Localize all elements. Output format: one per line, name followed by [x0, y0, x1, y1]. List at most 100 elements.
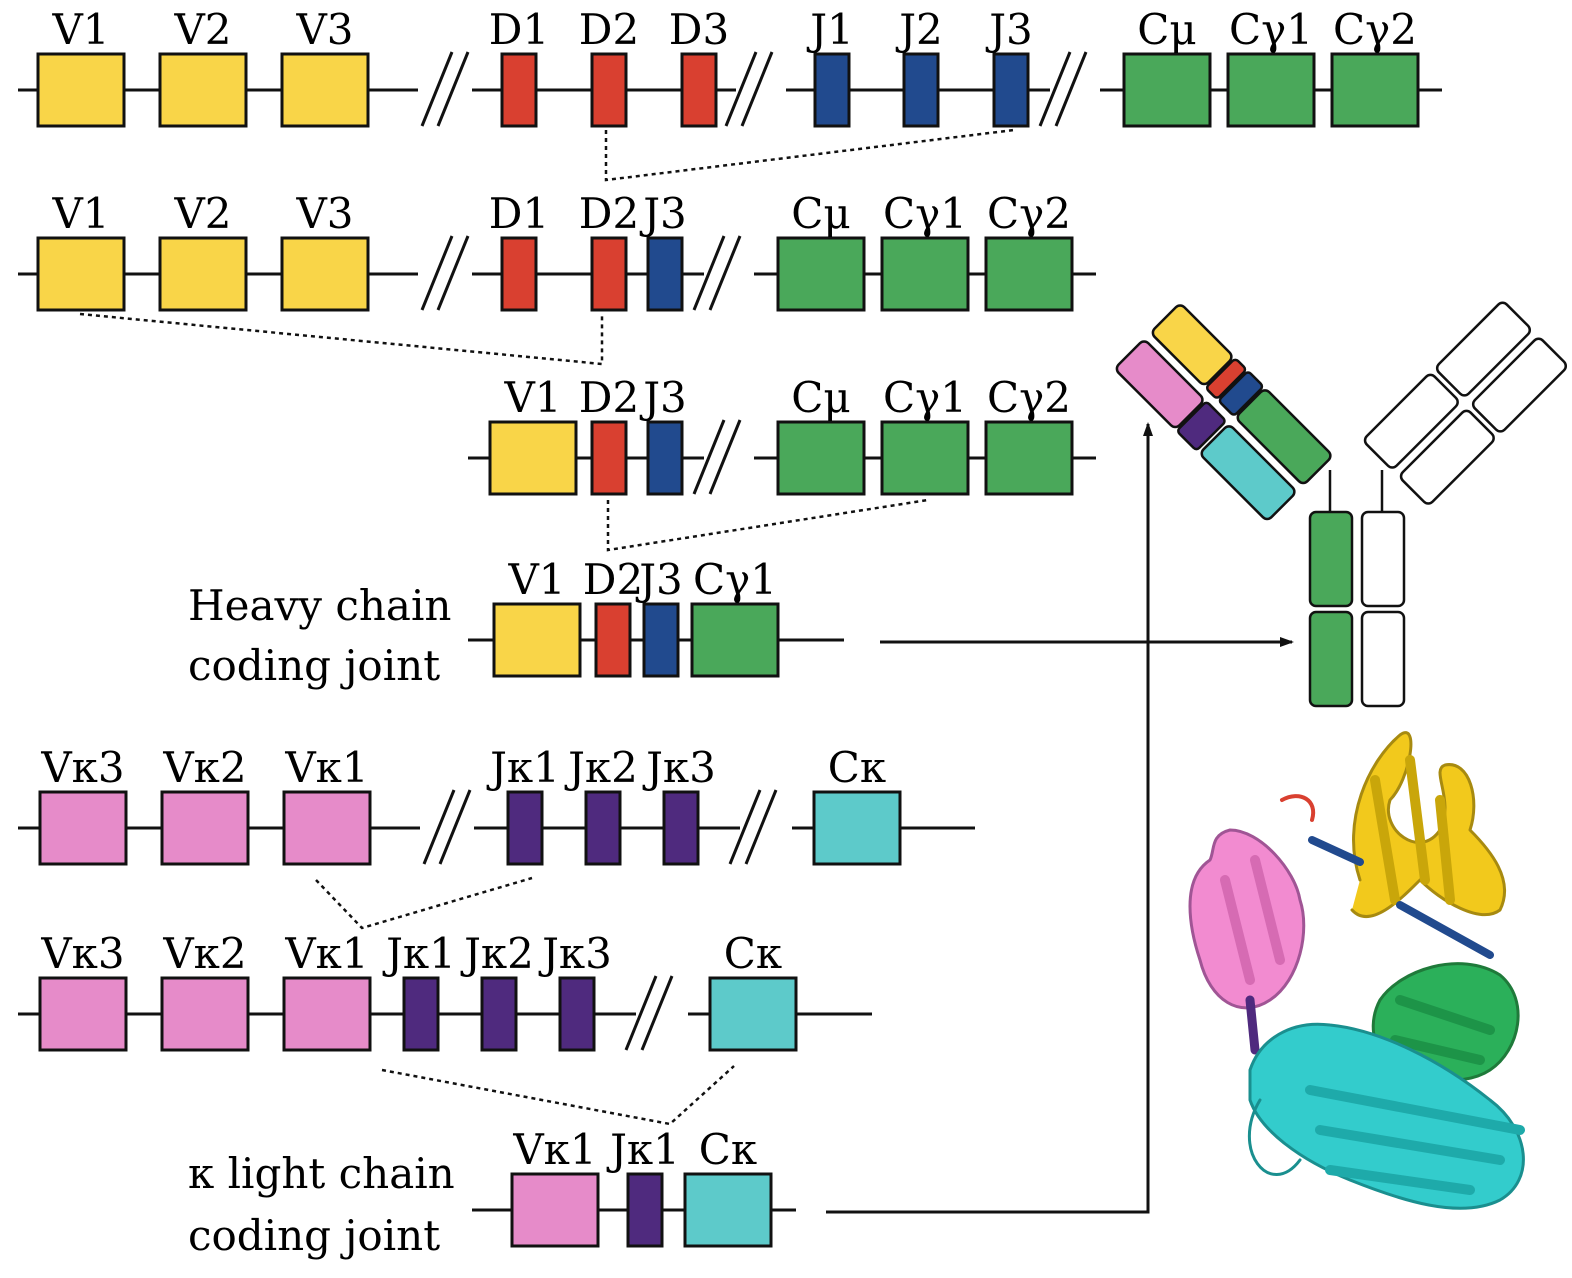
segment-v1: [492, 602, 582, 678]
chromosome-break-icon: [420, 235, 742, 311]
light-caption-line2: coding joint: [188, 1211, 440, 1260]
segment-j3: [646, 236, 684, 312]
label-c-gamma1: Cγ1: [883, 373, 967, 422]
label-v1: V1: [51, 5, 109, 54]
heavy-row-germline: V1 V2 V3 D1 D2 D3 J1 J2 J3 Cμ Cγ1 Cγ2: [18, 5, 1442, 128]
light-row-vj-joined: Vκ3 Vκ2 Vκ1 Jκ1 Jκ2 Jκ3 Cκ: [18, 929, 872, 1052]
heavy-row-dj-joined: V1 V2 V3 D1 D2 J3 Cμ Cγ1 Cγ2: [18, 189, 1096, 312]
label-j3: J3: [639, 373, 687, 422]
segment-j2: [902, 52, 940, 128]
label-c-gamma1: Cγ1: [1229, 5, 1313, 54]
label-jk3: Jκ3: [642, 743, 716, 792]
heavy-row-coding-joint: V1 D2 J3 Cγ1 Heavy chain coding joint: [188, 555, 844, 690]
label-ck: Cκ: [724, 929, 782, 978]
label-jk1: Jκ1: [486, 743, 560, 792]
label-v3: V3: [295, 5, 353, 54]
segment-d2: [590, 236, 628, 312]
segment-c-mu: [776, 420, 866, 496]
label-vk1: Vκ1: [284, 929, 368, 978]
label-jk1: Jκ1: [382, 929, 456, 978]
segment-d2: [590, 420, 628, 496]
label-v2: V2: [173, 5, 231, 54]
label-c-mu: Cμ: [1137, 5, 1196, 54]
segment-v1: [36, 236, 126, 312]
label-vk2: Vκ2: [162, 743, 246, 792]
label-v1: V1: [51, 189, 109, 238]
chromosome-break-icon: [692, 419, 742, 495]
label-vk3: Vκ3: [40, 743, 124, 792]
segment-j3: [646, 420, 684, 496]
segment-c-gamma2: [1330, 52, 1420, 128]
chromosome-break-icon: [420, 51, 1088, 127]
segment-c-gamma1: [880, 236, 970, 312]
segment-jk1: [626, 1172, 664, 1248]
segment-j1: [813, 52, 851, 128]
segment-jk3: [558, 976, 596, 1052]
label-vk2: Vκ2: [162, 929, 246, 978]
label-c-gamma1: Cγ1: [883, 189, 967, 238]
vdj-join-connector: [79, 312, 604, 366]
label-c-gamma1: Cγ1: [693, 555, 777, 604]
segment-vk3: [38, 976, 128, 1052]
dj-join-connector: [604, 128, 1015, 182]
chromosome-break-icon: [422, 789, 778, 865]
label-d1: D1: [489, 5, 549, 54]
light-row-coding-joint: Vκ1 Jκ1 Cκ κ light chain coding joint: [188, 1125, 796, 1260]
segment-c-gamma1: [880, 420, 970, 496]
label-ck: Cκ: [828, 743, 886, 792]
segment-d1: [500, 236, 538, 312]
label-c-gamma2: Cγ2: [987, 373, 1071, 422]
segment-vk2: [160, 790, 250, 866]
label-v1: V1: [503, 373, 561, 422]
heavy-caption-line2: coding joint: [188, 641, 440, 690]
segment-v2: [158, 52, 248, 128]
segment-jk2: [480, 976, 518, 1052]
segment-ck: [708, 976, 798, 1052]
label-j2: J2: [895, 5, 943, 54]
segment-c-mu: [776, 236, 866, 312]
segment-v2: [158, 236, 248, 312]
segment-jk3: [662, 790, 700, 866]
heavy-row-vdj-joined: V1 D2 J3 Cμ Cγ1 Cγ2: [468, 373, 1096, 496]
light-caption-line1: κ light chain: [188, 1149, 455, 1198]
label-c-mu: Cμ: [791, 189, 850, 238]
label-jk2: Jκ2: [564, 743, 638, 792]
segment-j3: [642, 602, 680, 678]
label-d2: D2: [579, 189, 639, 238]
segment-jk2: [584, 790, 622, 866]
label-d2: D2: [583, 555, 643, 604]
segment-vk1: [282, 976, 372, 1052]
segment-c-gamma2: [984, 420, 1074, 496]
label-j3: J3: [985, 5, 1033, 54]
segment-v1: [36, 52, 126, 128]
label-vk1: Vκ1: [284, 743, 368, 792]
segment-c-gamma2: [984, 236, 1074, 312]
label-vk1: Vκ1: [512, 1125, 596, 1174]
label-c-mu: Cμ: [791, 373, 850, 422]
chromosome-break-icon: [624, 975, 674, 1051]
label-jk1: Jκ1: [606, 1125, 680, 1174]
vj-kappa-join-connector: [315, 876, 533, 930]
label-c-gamma2: Cγ2: [987, 189, 1071, 238]
label-jk3: Jκ3: [538, 929, 612, 978]
segment-d2: [590, 52, 628, 128]
label-ck: Cκ: [699, 1125, 757, 1174]
segment-d3: [680, 52, 718, 128]
label-c-gamma2: Cγ2: [1333, 5, 1417, 54]
heavy-caption-line1: Heavy chain: [188, 581, 451, 630]
label-v1: V1: [507, 555, 565, 604]
segment-jk1: [506, 790, 544, 866]
label-j1: J1: [806, 5, 854, 54]
segment-vk2: [160, 976, 250, 1052]
label-d1: D1: [489, 189, 549, 238]
segment-v1: [488, 420, 578, 496]
segment-vk1: [510, 1172, 600, 1248]
label-j3: J3: [639, 189, 687, 238]
segment-c-mu: [1122, 52, 1212, 128]
segment-ck: [812, 790, 902, 866]
label-d2: D2: [579, 373, 639, 422]
label-v2: V2: [173, 189, 231, 238]
label-j3: J3: [635, 555, 683, 604]
segment-v3: [280, 236, 370, 312]
